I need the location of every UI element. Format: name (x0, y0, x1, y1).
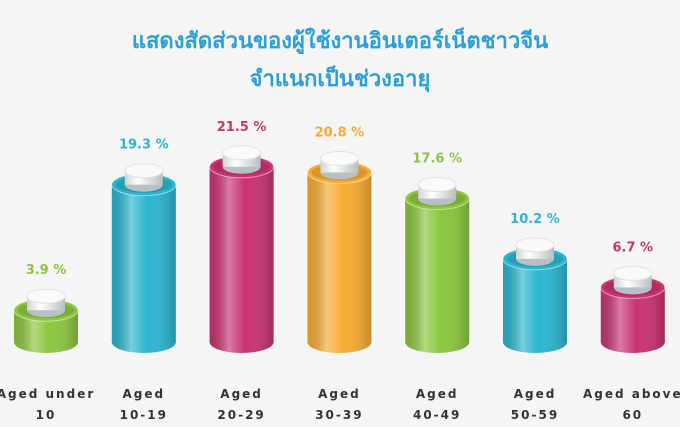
bar-shine (405, 198, 470, 342)
x-tick-label: Aged 30-39 (315, 387, 364, 422)
cap-top (26, 288, 66, 304)
bar-shine (111, 184, 176, 342)
x-tick-label: Aged 40-49 (412, 387, 462, 422)
cap-top (417, 177, 457, 193)
value-label: 19.3 % (119, 138, 169, 153)
value-label: 10.2 % (510, 212, 560, 227)
value-label: 6.7 % (613, 240, 654, 255)
value-label: 21.5 % (217, 120, 267, 135)
bar-shine (209, 166, 274, 342)
bar-shine (503, 258, 567, 342)
x-tick-label: Aged under 10 (0, 387, 96, 422)
x-tick-label: Aged above 60 (582, 387, 680, 422)
cap-top (319, 150, 359, 166)
value-label: 17.6 % (412, 152, 462, 167)
cap-top (613, 265, 653, 281)
bar-shine (307, 172, 372, 342)
value-label: 20.8 % (315, 125, 365, 140)
chart-title: แสดงสัดส่วนของผู้ใช้งานอินเตอร์เน็ตชาวจี… (132, 26, 548, 55)
x-tick-label: Aged 10-19 (119, 387, 168, 422)
cap-top (124, 163, 164, 179)
cap-top (222, 145, 262, 161)
cap-top (515, 237, 555, 253)
chart-title: จำแนกเป็นช่วงอายุ (250, 64, 431, 93)
value-label: 3.9 % (26, 263, 67, 278)
x-tick-label: Aged 20-29 (217, 387, 266, 422)
x-tick-label: Aged 50-59 (510, 387, 560, 422)
